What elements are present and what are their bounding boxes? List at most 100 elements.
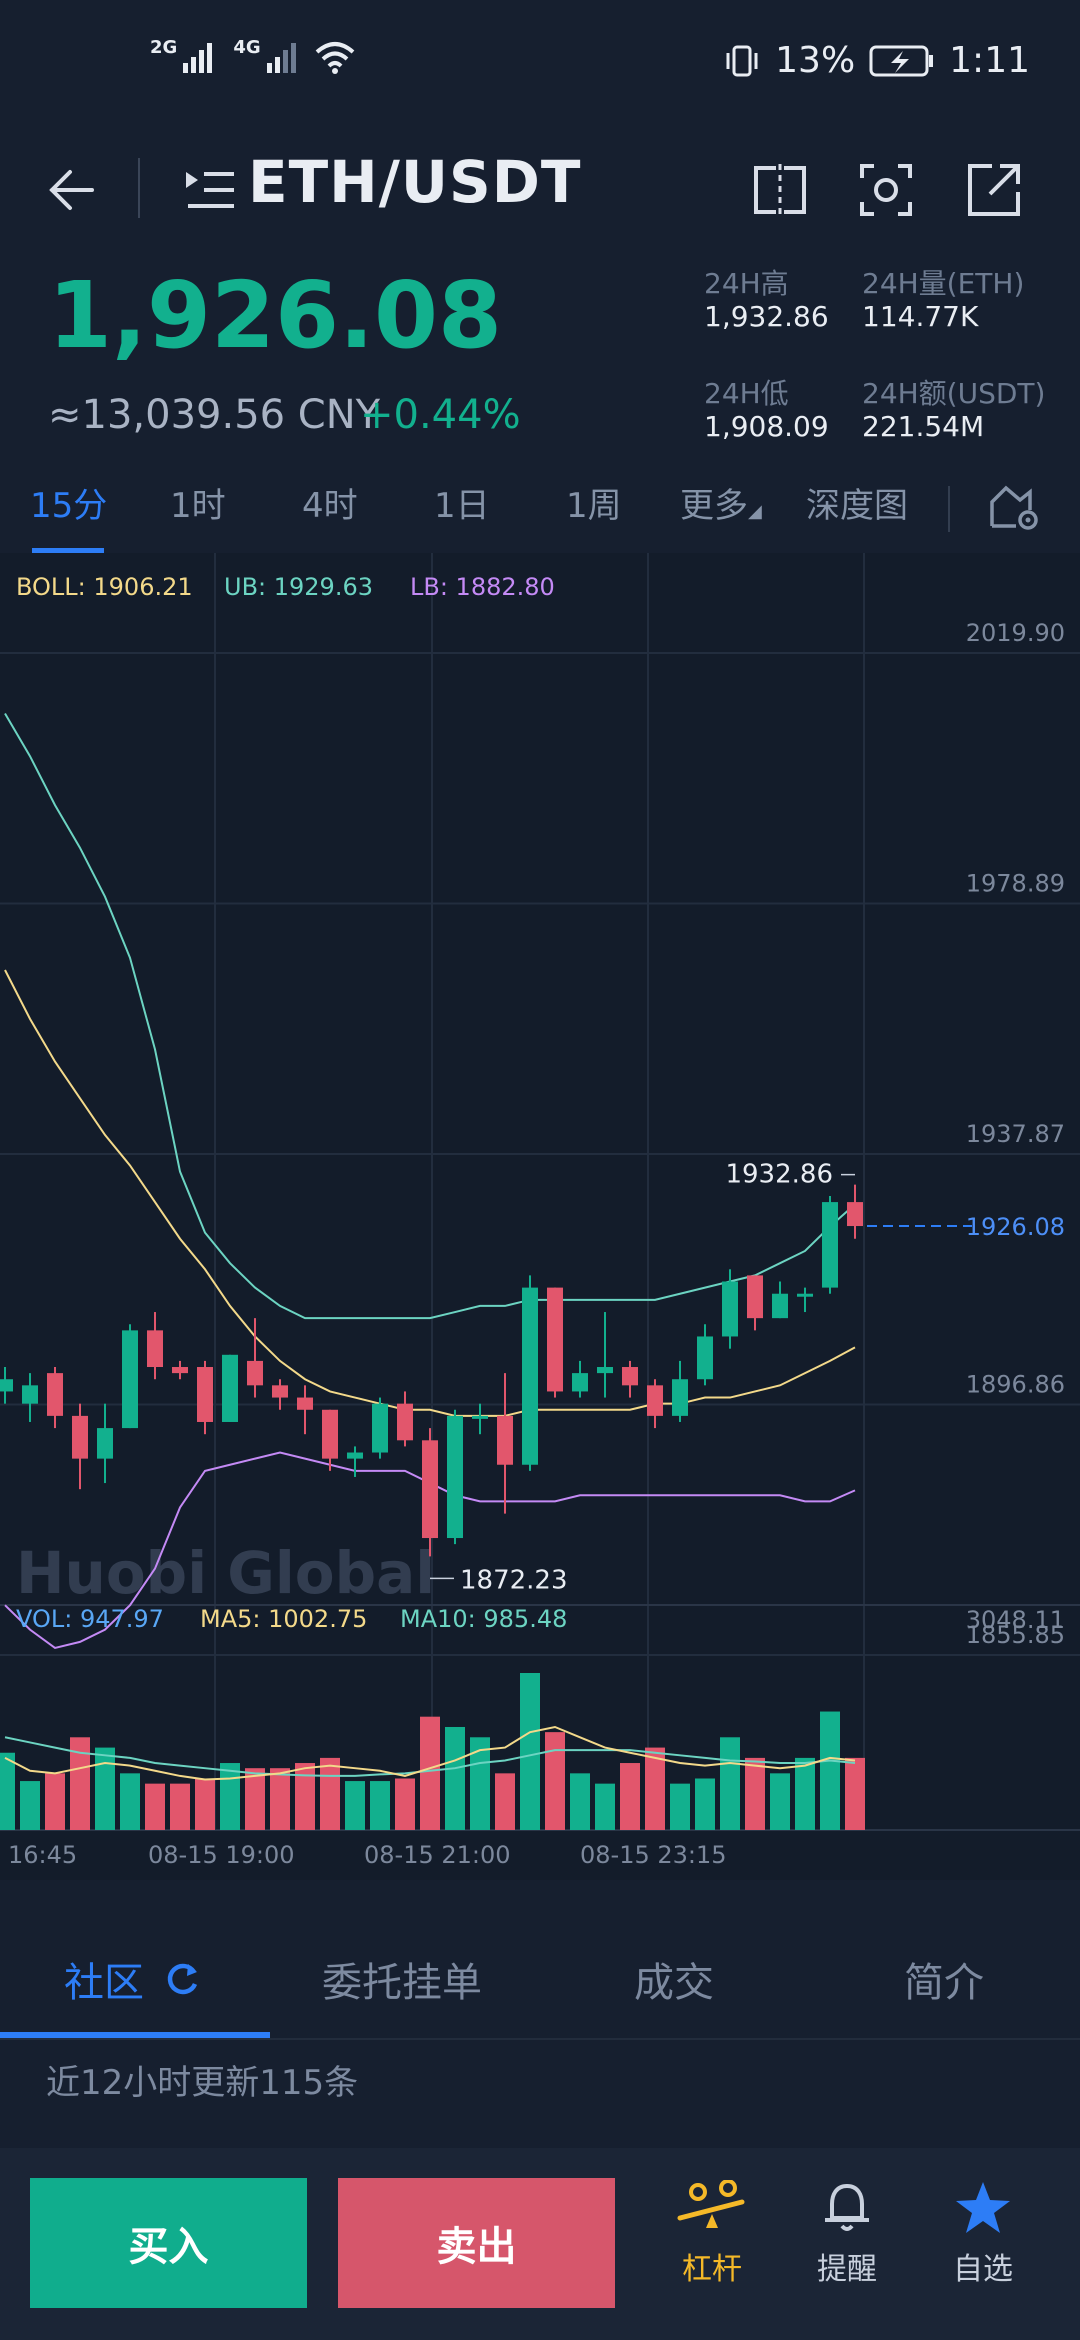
buy-button[interactable]: 买入: [30, 2178, 307, 2308]
volume-bar: [195, 1778, 215, 1830]
volume-bar: [145, 1783, 165, 1830]
candle-body: [522, 1287, 538, 1465]
landscape-icon[interactable]: [748, 158, 812, 222]
pair-title[interactable]: ETH/USDT: [248, 148, 582, 216]
candle-body: [597, 1367, 613, 1374]
kline-chart[interactable]: 2019.90 1978.89 1937.87 1896.86 1855.85 Huobi…: [0, 553, 1080, 1880]
y-tick-label: 1855.85: [966, 1621, 1065, 1649]
tab-trades[interactable]: 成交: [634, 1960, 714, 2006]
ma10-legend: MA10: 985.48: [400, 1605, 568, 1633]
favorite-button[interactable]: 自选: [928, 2180, 1038, 2288]
volume-bar: [120, 1773, 140, 1830]
pair-list-icon[interactable]: [182, 162, 238, 218]
last-price: 1,926.08: [48, 262, 502, 369]
high-label: 24H高: [704, 267, 789, 300]
candle-body: [97, 1428, 113, 1459]
high-value: 1,932.86: [704, 300, 829, 333]
candle-body: [0, 1379, 13, 1392]
candle-body: [72, 1415, 88, 1459]
tab-depth[interactable]: 深度图: [806, 486, 908, 526]
amount-label: 24H额(USDT): [862, 377, 1046, 410]
candle-body: [797, 1293, 813, 1297]
ma5-legend: MA5: 1002.75: [200, 1605, 368, 1633]
candle-body: [422, 1440, 438, 1539]
volume-bar: [295, 1763, 315, 1830]
watermark-text: Huobi Global: [16, 1539, 435, 1607]
max-price-label: 1932.86: [725, 1160, 833, 1190]
boll-upper-line: [4, 712, 856, 1320]
low-value: 1,908.09: [704, 410, 829, 443]
volume-bar: [370, 1781, 390, 1830]
alert-button[interactable]: 提醒: [792, 2180, 902, 2288]
volume-bar: [70, 1737, 90, 1830]
ub-legend: UB: 1929.63: [224, 573, 373, 601]
tab-community-label: 社区: [64, 1960, 144, 2006]
tab-15m[interactable]: 15分: [30, 486, 108, 526]
refresh-icon[interactable]: [164, 1960, 202, 1998]
current-price-tag: 1926.08: [966, 1213, 1065, 1241]
candle-body: [772, 1293, 788, 1319]
status-right: 13% 1:11: [723, 40, 1030, 81]
nav-header: ETH/USDT: [0, 130, 1080, 240]
volume-ma5-line: [4, 1725, 856, 1781]
y-tick-label: 1937.87: [966, 1120, 1065, 1148]
candle-body: [297, 1397, 313, 1410]
volume-bar: [420, 1716, 440, 1830]
signal-icon-2: [266, 43, 296, 73]
volume-bar: [270, 1768, 290, 1830]
volume-bar: [795, 1757, 815, 1830]
candle-body: [672, 1379, 688, 1416]
volume-bar: [445, 1726, 465, 1830]
tab-1w[interactable]: 1周: [566, 486, 622, 526]
volume-label: 24H量(ETH): [862, 267, 1025, 300]
tab-active-indicator: [32, 548, 104, 553]
candle-body: [47, 1373, 63, 1416]
tab-1h[interactable]: 1时: [170, 486, 226, 526]
candle-body: [697, 1336, 713, 1380]
candle-body: [547, 1287, 563, 1392]
volume-bar: [45, 1773, 65, 1830]
leverage-button[interactable]: 杠杆: [657, 2180, 767, 2288]
x-tick-label: 08-15 19:00: [148, 1841, 295, 1869]
clock: 1:11: [949, 40, 1030, 81]
volume-bar: [770, 1773, 790, 1830]
x-tick-label: 08-15 21:00: [364, 1841, 511, 1869]
sell-button[interactable]: 卖出: [338, 2178, 615, 2308]
volume-bar: [595, 1783, 615, 1830]
signal-icon: [183, 43, 213, 73]
candle-body: [172, 1367, 188, 1374]
network-indicators: 2G 4G: [150, 37, 357, 74]
volume-bar: [570, 1773, 590, 1830]
volume-bar: [170, 1783, 190, 1830]
tab-intro[interactable]: 简介: [904, 1960, 984, 2006]
screenshot-icon[interactable]: [854, 158, 918, 222]
min-price-label: 1872.23: [460, 1565, 568, 1595]
candle-body: [847, 1202, 863, 1227]
battery-charging-icon: [869, 45, 934, 76]
community-update-text[interactable]: 近12小时更新115条: [46, 2063, 359, 2103]
bottom-tab-border: [0, 2038, 1080, 2040]
tab-community[interactable]: 社区: [64, 1950, 202, 2008]
volume-bar: [470, 1737, 490, 1830]
caret-down-icon: ◢: [748, 501, 762, 522]
candle-body: [322, 1409, 338, 1459]
back-arrow-icon[interactable]: [40, 160, 100, 220]
candle-body: [497, 1415, 513, 1465]
candle-body: [447, 1415, 463, 1539]
candle-body: [122, 1330, 138, 1429]
volume-bar: [670, 1783, 690, 1830]
candle-body: [397, 1403, 413, 1441]
tab-orders[interactable]: 委托挂单: [322, 1960, 482, 2006]
chart-settings-icon[interactable]: [986, 480, 1042, 532]
volume-bar: [245, 1768, 265, 1830]
volume-bar: [720, 1737, 740, 1830]
volume-max-label: 3048.11: [966, 1606, 1065, 1634]
share-icon[interactable]: [962, 158, 1026, 222]
kline-svg: 2019.90 1978.89 1937.87 1896.86 1855.85 Huobi…: [0, 553, 1080, 1869]
tab-4h[interactable]: 4时: [302, 486, 358, 526]
low-label: 24H低: [704, 377, 789, 410]
tab-1d[interactable]: 1日: [434, 486, 490, 526]
volume-bar: [20, 1781, 40, 1830]
candle-body: [622, 1367, 638, 1386]
tab-more[interactable]: 更多◢: [680, 478, 762, 527]
